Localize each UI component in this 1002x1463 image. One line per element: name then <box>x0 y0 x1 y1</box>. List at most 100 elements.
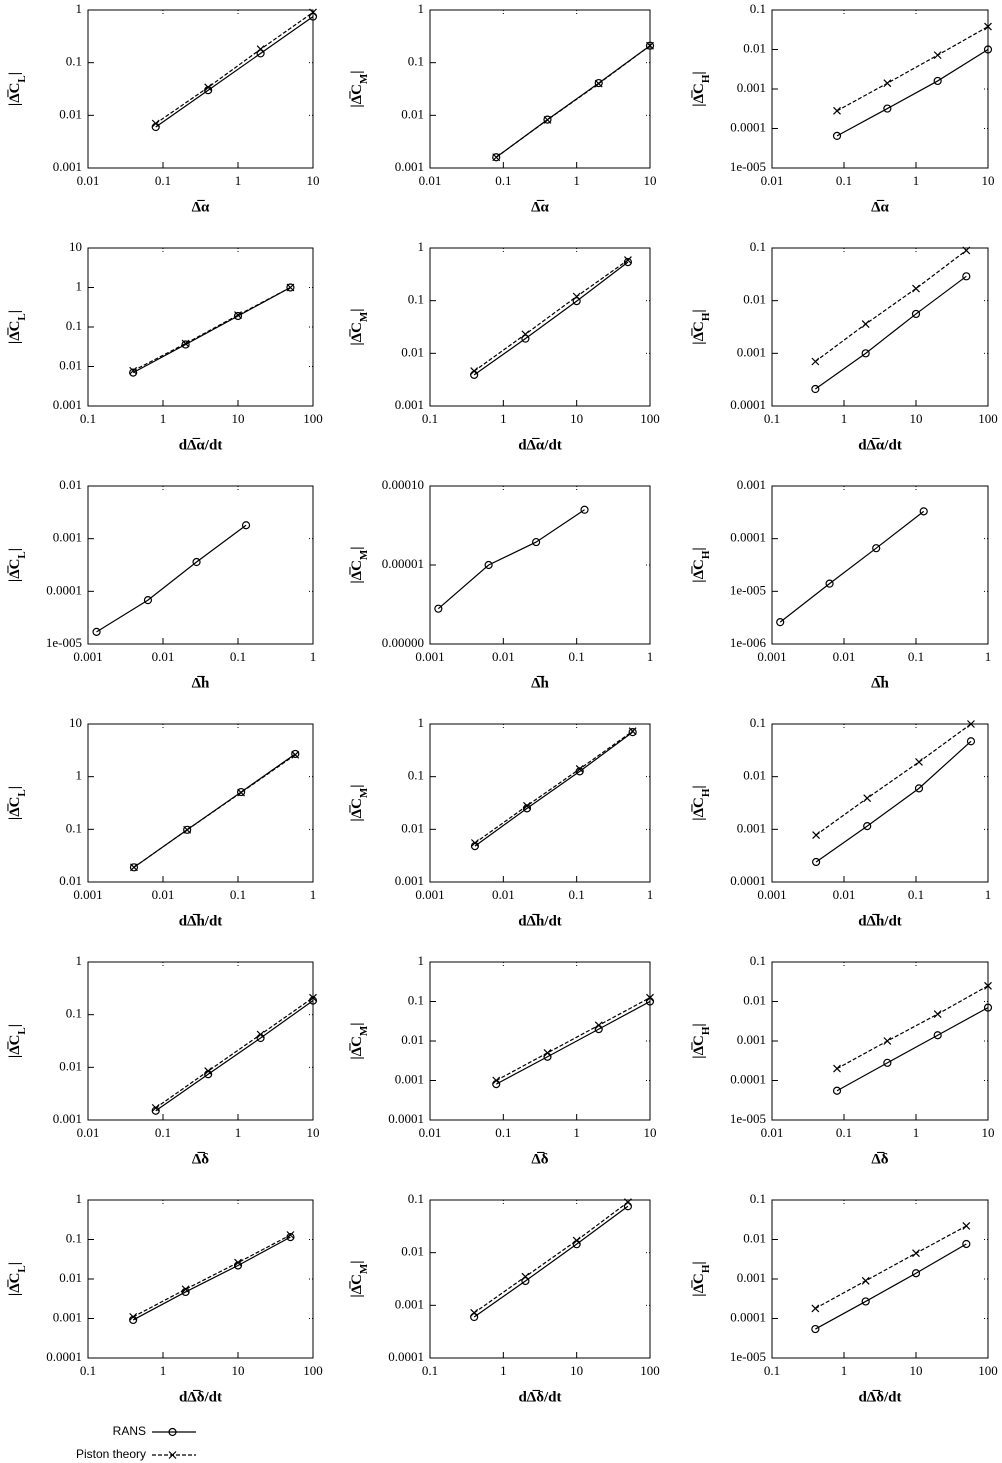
x-marker <box>151 119 160 128</box>
y-axis-label-part: H <box>700 312 712 321</box>
y-axis-label: |Δ̅CM| <box>349 784 369 821</box>
y-tick-label: 0.00001 <box>382 556 424 571</box>
series-line <box>155 1000 314 1112</box>
x-marker <box>572 1236 581 1245</box>
x-marker <box>521 330 530 339</box>
x-tick-label: 1 <box>310 887 317 902</box>
y-tick-label: 0.01 <box>59 477 82 492</box>
y-axis-label-part: |Δ̅C <box>349 1036 365 1060</box>
series-line <box>815 740 972 863</box>
y-tick-label: 0.001 <box>53 1111 82 1126</box>
x-marker <box>129 366 138 375</box>
x-marker <box>543 1048 552 1057</box>
y-axis-label-part: | <box>349 308 365 311</box>
x-tick-label: 0.1 <box>764 1363 780 1378</box>
x-marker <box>286 283 295 292</box>
x-tick-label: 10 <box>910 411 923 426</box>
y-tick-label: 10 <box>69 239 82 254</box>
y-axis-label-part: H <box>700 1264 712 1273</box>
x-marker <box>204 1067 213 1075</box>
y-axis-label: |Δ̅CH| <box>691 785 711 820</box>
x-tick-label: 0.01 <box>492 887 515 902</box>
circle-marker <box>233 311 243 321</box>
y-tick-label: 0.01 <box>401 1032 424 1047</box>
circle-marker <box>183 825 192 834</box>
y-axis-label: |Δ̅CM| <box>349 70 369 107</box>
series-line <box>132 286 291 374</box>
y-axis-label-part: | <box>691 71 707 74</box>
y-tick-label: 1e-005 <box>730 1111 766 1126</box>
circle-marker <box>575 767 584 776</box>
y-tick-label: 0.01 <box>59 873 82 888</box>
series-line <box>495 45 651 158</box>
x-marker <box>863 794 872 803</box>
x-tick-label: 0.1 <box>908 887 924 902</box>
x-marker <box>812 831 821 839</box>
x-marker <box>912 284 920 293</box>
x-tick-label: 100 <box>640 1363 660 1378</box>
circle-marker <box>521 334 530 343</box>
circle-marker <box>181 340 190 349</box>
y-tick-label: 0.1 <box>66 1006 82 1021</box>
circle-marker <box>966 737 976 746</box>
y-axis-label: |Δ̅CH| <box>691 71 711 106</box>
y-axis-label-part: | <box>349 70 365 73</box>
x-tick-label: 10 <box>570 411 583 426</box>
circle-marker <box>143 596 153 605</box>
circle-marker <box>911 309 921 319</box>
y-axis-label-part: H <box>700 788 712 797</box>
x-tick-label: 1 <box>985 887 992 902</box>
x-marker <box>883 1037 892 1045</box>
x-tick-label: 0.1 <box>908 649 924 664</box>
x-axis-label: Δ̅δ <box>531 1151 548 1167</box>
x-tick-label: 0.01 <box>419 173 442 188</box>
x-tick-label: 0.1 <box>422 1363 438 1378</box>
y-tick-label: 0.0001 <box>46 1349 82 1364</box>
y-tick-label: 1 <box>418 239 425 254</box>
circle-marker <box>861 349 870 358</box>
x-axis-label: Δ̅α <box>871 199 889 215</box>
circle-marker <box>129 863 139 872</box>
series-line <box>495 997 651 1082</box>
series-line <box>155 997 314 1109</box>
y-axis-label: |Δ̅CL| <box>7 786 27 820</box>
x-tick-label: 1 <box>500 1363 507 1378</box>
y-tick-label: 0.0001 <box>730 873 766 888</box>
y-axis-label-part: H <box>700 74 712 83</box>
plot-frame <box>87 1199 314 1359</box>
x-axis-label: Δ̅h <box>192 675 210 691</box>
x-marker <box>861 320 870 328</box>
circle-marker <box>594 78 603 88</box>
circle-marker <box>911 1269 921 1278</box>
series-line <box>779 510 925 623</box>
plot-frame <box>429 1199 651 1359</box>
x-tick-label: 0.001 <box>415 649 444 664</box>
x-tick-label: 1 <box>913 173 920 188</box>
x-tick-label: 1 <box>841 1363 848 1378</box>
x-tick-label: 0.01 <box>833 887 856 902</box>
series-line <box>473 1205 629 1318</box>
series-line <box>474 731 634 847</box>
x-tick-label: 10 <box>982 1125 995 1140</box>
x-tick-label: 0.001 <box>73 649 102 664</box>
y-tick-label: 1e-005 <box>730 1349 766 1364</box>
y-tick-label: 0.1 <box>66 318 82 333</box>
series-line <box>474 730 633 844</box>
x-tick-label: 0.1 <box>230 887 246 902</box>
circle-marker <box>92 627 101 636</box>
x-axis-label: dΔ̅δ/dt <box>858 1389 901 1405</box>
x-marker <box>521 1272 530 1281</box>
y-axis-label-part: | <box>7 310 23 313</box>
circle-marker <box>484 560 493 570</box>
y-axis-label-part: L <box>16 75 28 82</box>
x-tick-label: 0.01 <box>152 887 175 902</box>
y-axis-label-part: |Δ̅C <box>7 1273 23 1297</box>
legend-marker <box>168 1427 177 1437</box>
circle-marker <box>933 76 942 86</box>
series-line <box>815 723 972 836</box>
x-axis-label: dΔ̅α/dt <box>179 437 223 453</box>
y-tick-label: 0.0001 <box>46 582 82 597</box>
circle-marker <box>983 1003 993 1012</box>
circle-marker <box>645 41 655 50</box>
